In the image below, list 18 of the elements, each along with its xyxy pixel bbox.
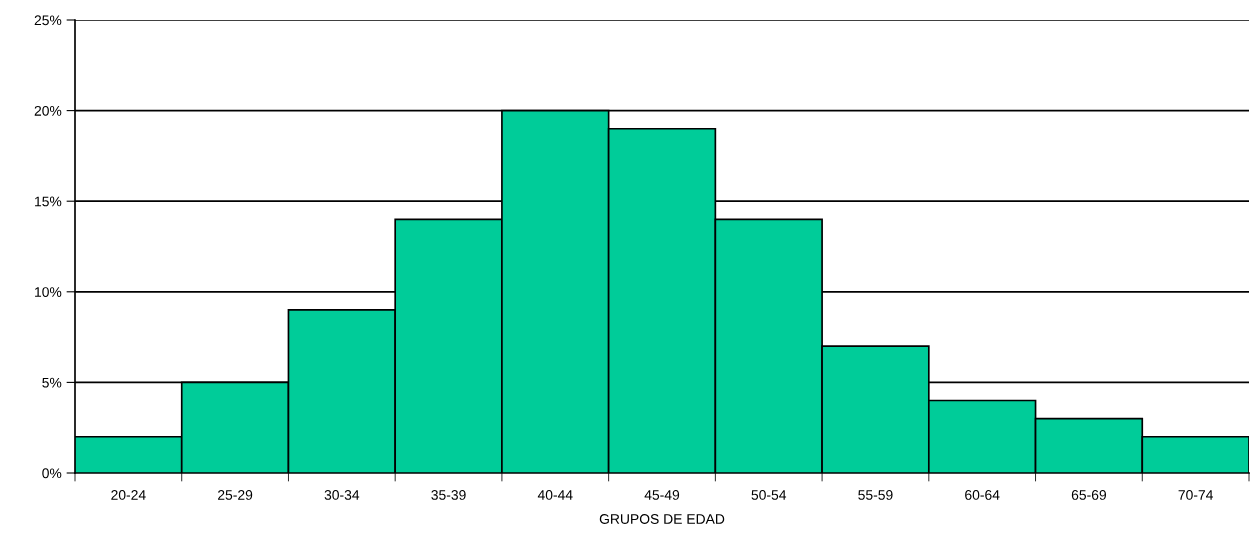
x-tick-label: 65-69 <box>1071 490 1107 500</box>
x-tick-label: 55-59 <box>858 490 893 500</box>
x-tick-label: 20-24 <box>111 490 146 500</box>
x-tick-label: 25-29 <box>218 490 253 500</box>
x-tick-label: 45-49 <box>644 490 680 500</box>
y-tick-label: 20% <box>34 105 62 116</box>
x-tick-label: 60-64 <box>965 490 1000 500</box>
x-tick-label: 40-44 <box>537 490 573 500</box>
x-tick-label: 30-34 <box>324 490 360 500</box>
y-tick-label: 5% <box>42 377 62 388</box>
y-tick-label: 10% <box>35 287 62 297</box>
x-tick-label: 50-54 <box>751 490 787 500</box>
x-tick-label: 35-39 <box>431 490 466 500</box>
x-tick-label: 70-74 <box>1178 490 1213 500</box>
x-axis-title: GRUPOS DE EDAD <box>599 514 725 524</box>
y-tick-label: 25% <box>34 15 62 26</box>
y-tick-label: 0% <box>42 468 62 479</box>
y-tick-label: 15% <box>35 196 62 207</box>
